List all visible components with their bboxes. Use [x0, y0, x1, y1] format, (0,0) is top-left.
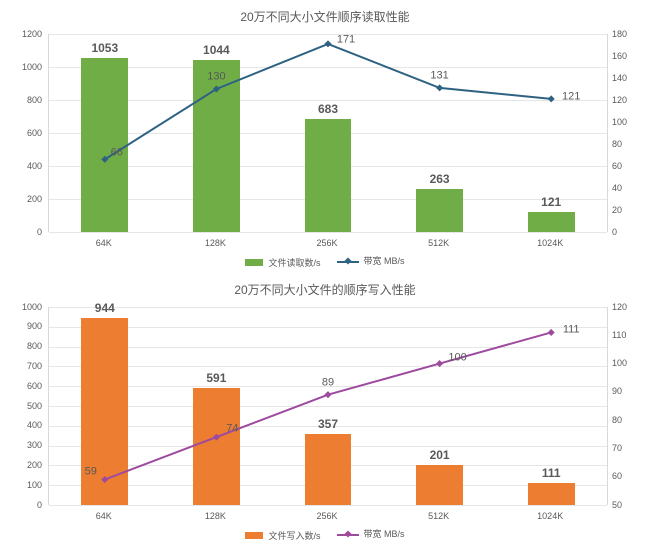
y-left-label: 500	[8, 402, 42, 411]
y-left-label: 200	[8, 461, 42, 470]
legend-label: 带宽 MB/s	[364, 527, 405, 540]
y-left-label: 400	[8, 162, 42, 171]
x-axis-label: 256K	[316, 238, 337, 248]
chart-title: 20万不同大小文件的顺序写入性能	[0, 273, 650, 298]
line-value-label: 100	[448, 352, 466, 363]
series-marker	[324, 40, 331, 47]
line-value-label: 131	[430, 70, 448, 81]
y-left-label: 900	[8, 322, 42, 331]
y-right-label: 80	[612, 140, 646, 149]
y-left-label: 600	[8, 382, 42, 391]
x-axis-label: 512K	[428, 511, 449, 521]
legend-item: 文件写入数/s	[245, 529, 320, 542]
y-left-label: 800	[8, 96, 42, 105]
x-axis-label: 1024K	[537, 238, 563, 248]
chart-title: 20万不同大小文件顺序读取性能	[0, 0, 650, 25]
y-left-label: 1200	[8, 30, 42, 39]
x-axis-label: 256K	[316, 511, 337, 521]
y-left-label: 100	[8, 481, 42, 490]
y-right-label: 120	[612, 303, 646, 312]
y-right-label: 110	[612, 331, 646, 340]
series-marker	[101, 476, 108, 483]
legend-swatch-line-icon	[337, 529, 359, 539]
legend-label: 文件写入数/s	[268, 529, 320, 542]
line-value-label: 171	[337, 34, 355, 45]
x-axis-label: 64K	[96, 238, 112, 248]
legend-swatch-bar-icon	[245, 532, 263, 539]
y-left-label: 0	[8, 501, 42, 510]
series-line	[105, 332, 551, 479]
line-value-label: 130	[207, 72, 225, 83]
legend-item: 带宽 MB/s	[337, 254, 405, 267]
legend-item: 带宽 MB/s	[337, 527, 405, 540]
y-right-label: 100	[612, 359, 646, 368]
y-left-label: 300	[8, 441, 42, 450]
y-right-label: 180	[612, 30, 646, 39]
y-right-label: 90	[612, 387, 646, 396]
y-right-label: 140	[612, 74, 646, 83]
y-left-label: 200	[8, 195, 42, 204]
y-right-label: 60	[612, 472, 646, 481]
y-right-label: 60	[612, 162, 646, 171]
y-right-label: 0	[612, 228, 646, 237]
y-right-label: 100	[612, 118, 646, 127]
x-axis-label: 128K	[205, 238, 226, 248]
line-value-label: 89	[322, 377, 334, 388]
y-right-label: 80	[612, 416, 646, 425]
series-marker	[324, 391, 331, 398]
page: 20万不同大小文件顺序读取性能1053104468326312166130171…	[0, 0, 650, 546]
legend: 文件写入数/s 带宽 MB/s	[0, 527, 650, 542]
legend-label: 带宽 MB/s	[364, 254, 405, 267]
chart-read: 20万不同大小文件顺序读取性能1053104468326312166130171…	[0, 0, 650, 273]
y-left-label: 700	[8, 362, 42, 371]
x-axis-label: 1024K	[537, 511, 563, 521]
gridline	[49, 505, 607, 506]
legend: 文件读取数/s 带宽 MB/s	[0, 254, 650, 269]
line-layer	[49, 34, 607, 232]
chart-write: 20万不同大小文件的顺序写入性能944591357201111597489100…	[0, 273, 650, 546]
line-value-label: 74	[226, 424, 238, 435]
line-value-label: 66	[111, 148, 123, 159]
series-marker	[436, 360, 443, 367]
gridline	[49, 232, 607, 233]
legend-swatch-bar-icon	[245, 259, 263, 266]
line-value-label: 121	[562, 91, 580, 102]
legend-item: 文件读取数/s	[245, 256, 320, 269]
y-right-label: 70	[612, 444, 646, 453]
y-right-label: 120	[612, 96, 646, 105]
y-left-label: 0	[8, 228, 42, 237]
y-right-label: 50	[612, 501, 646, 510]
series-marker	[436, 84, 443, 91]
series-line	[105, 44, 551, 159]
plot-area: 1053104468326312166130171131121	[48, 34, 608, 232]
y-right-label: 160	[612, 52, 646, 61]
series-marker	[548, 95, 555, 102]
y-left-label: 800	[8, 342, 42, 351]
x-axis-label: 128K	[205, 511, 226, 521]
plot-area: 944591357201111597489100111	[48, 307, 608, 505]
y-left-label: 600	[8, 129, 42, 138]
line-value-label: 59	[85, 466, 97, 477]
x-axis-label: 512K	[428, 238, 449, 248]
y-right-label: 40	[612, 184, 646, 193]
line-layer	[49, 307, 607, 505]
line-value-label: 111	[563, 325, 580, 336]
y-left-label: 1000	[8, 63, 42, 72]
x-axis-label: 64K	[96, 511, 112, 521]
legend-swatch-line-icon	[337, 256, 359, 266]
y-right-label: 20	[612, 206, 646, 215]
series-marker	[548, 329, 555, 336]
y-left-label: 400	[8, 421, 42, 430]
legend-label: 文件读取数/s	[268, 256, 320, 269]
series-marker	[213, 434, 220, 441]
y-left-label: 1000	[8, 303, 42, 312]
